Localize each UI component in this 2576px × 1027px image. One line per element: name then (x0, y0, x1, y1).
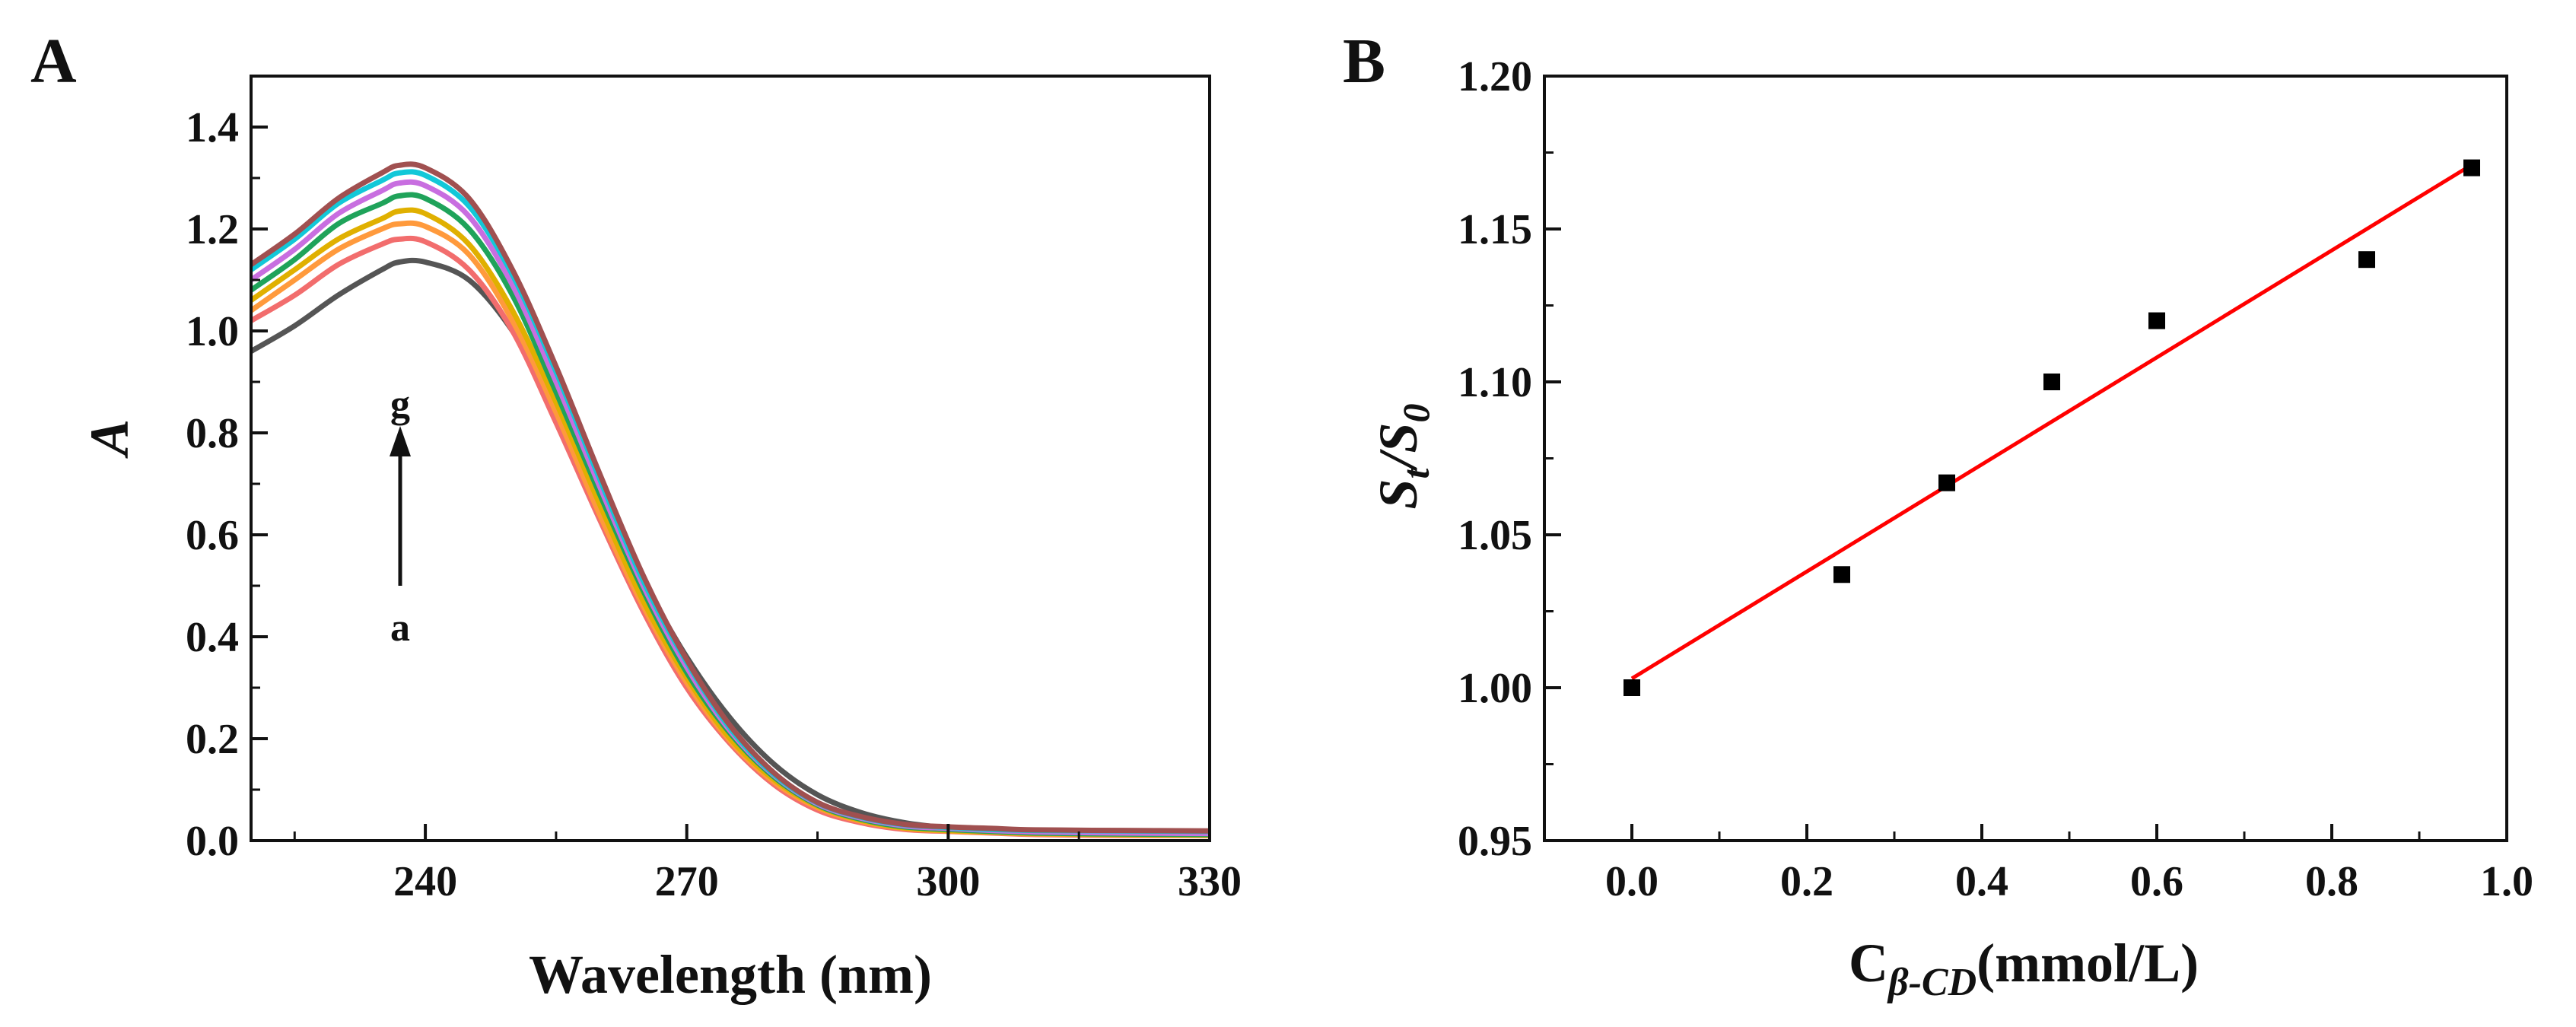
panel-a-arrow-end-label: g (390, 383, 410, 426)
panel-b-x-axis-title-tail: (mmol/L) (1977, 933, 2199, 994)
panel-b-y-axis-title-slash: /S (1368, 423, 1429, 472)
panel-b-plot-frame (1543, 75, 2508, 842)
panel-b-x-axis-title: Cβ-CD(mmol/L) (1849, 933, 2199, 1004)
panel-b-y-axis-title: St/S0 (1368, 404, 1437, 510)
panel-a-y-axis-title: A (79, 419, 140, 459)
panel-b-x-tick-label: 0.6 (2130, 858, 2183, 905)
panel-a-chart: 0.00.20.40.60.81.01.21.4 240 270 300 330 g … (79, 75, 1242, 1005)
panel-b-y-tick-label: 0.95 (1458, 818, 1532, 865)
panel-a-x-tick-label: 240 (393, 858, 457, 905)
panel-a-plot-frame (250, 75, 1211, 842)
panel-b-fit-line (1630, 163, 2473, 681)
panel-a-y-tick-label: 1.4 (186, 104, 239, 151)
panel-a-y-tick-label: 0.4 (186, 614, 239, 661)
panel-a-arrow-head (390, 426, 411, 456)
panel-a-y-tick-label: 1.0 (186, 308, 239, 355)
panel-a-arrow-start-label: a (390, 606, 410, 650)
panel-b-x-tick-label: 0.0 (1605, 858, 1658, 905)
panel-a-series-group (249, 161, 1210, 838)
panel-a-series-d (249, 207, 1210, 838)
panel-b-data-point (1624, 679, 1640, 696)
panel-a-y-tick-label: 0.2 (186, 716, 239, 763)
panel-a-series-h (249, 161, 1210, 834)
panel-b-x-tick-label: 0.8 (2305, 858, 2358, 905)
panel-b-y-tick-label: 1.20 (1458, 53, 1532, 100)
panel-b-x-tick-label: 1.0 (2480, 858, 2533, 905)
panel-b-data-point (2358, 251, 2375, 269)
panel-a-y-tick-label: 0.8 (186, 410, 239, 457)
panel-a-x-tick-label: 270 (655, 858, 719, 905)
panel-b-x-axis-title-sub: β-CD (1887, 961, 1977, 1004)
panel-b-x-tick-label: 0.4 (1955, 858, 2008, 905)
panel-a-y-tick-label: 1.2 (186, 206, 239, 253)
panel-a-y-tick-label: 0.6 (186, 512, 239, 559)
panel-a-series-b (250, 235, 1210, 838)
panel-a-x-tick-label: 300 (916, 858, 980, 905)
panel-b-y-tick-label: 1.00 (1458, 665, 1532, 712)
panel-b-chart: 0.951.001.051.101.151.20 0.0 0.2 0.4 0.6 0.8… (1368, 53, 2533, 1004)
panel-b-y-axis-title-t: t (1395, 466, 1437, 479)
panel-b-points-group (1624, 159, 2480, 696)
panel-b-data-point (1833, 566, 1850, 583)
panel-b-y-axis-title-zero: 0 (1395, 404, 1437, 423)
panel-a-label: A (30, 26, 77, 97)
panel-b-data-point (2043, 374, 2060, 390)
panel-b-data-point (2463, 159, 2480, 176)
panel-b-data-point (1938, 474, 1955, 491)
panel-b-y-tick-label: 1.15 (1458, 206, 1532, 253)
panel-b-data-point (2148, 312, 2165, 329)
panel-a-series-c (249, 220, 1210, 838)
panel-b-y-tick-label: 1.10 (1458, 359, 1532, 406)
panel-a-x-axis-title: Wavelength (nm) (529, 944, 932, 1005)
panel-b-x-tick-label: 0.2 (1780, 858, 1833, 905)
panel-a-y-tick-label: 0.0 (186, 818, 239, 865)
panel-b-y-tick-label: 1.05 (1458, 512, 1532, 559)
panel-a-series-g (249, 169, 1210, 835)
panel-a-series-a (250, 257, 1210, 838)
panel-b-y-axis-title-s: S (1368, 479, 1429, 509)
panel-b-x-axis-title-main: C (1849, 933, 1888, 994)
panel-a-x-tick-label: 330 (1178, 858, 1242, 905)
panel-b-label: B (1343, 26, 1385, 97)
